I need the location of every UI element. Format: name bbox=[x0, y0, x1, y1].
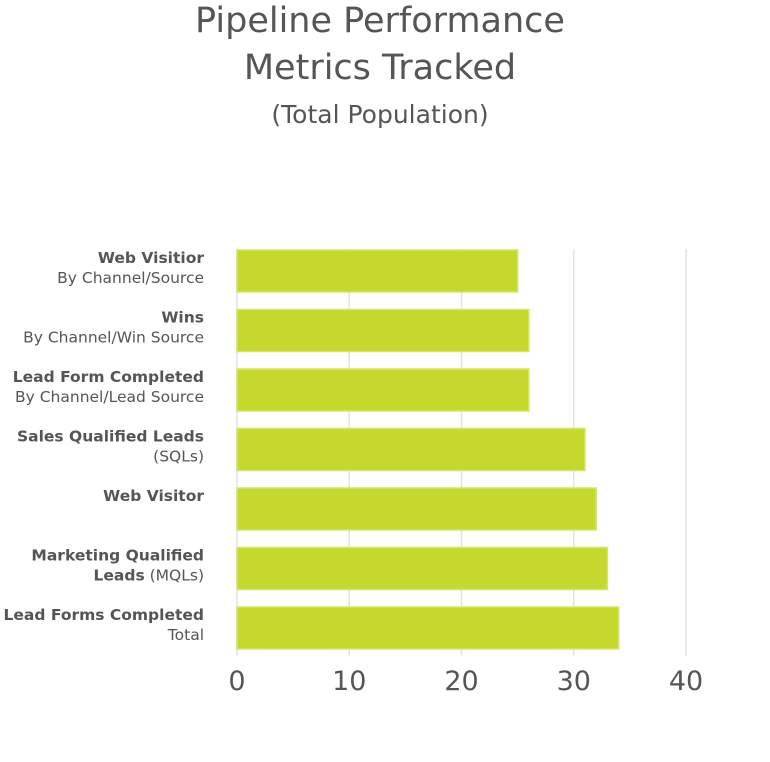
x-tick-label: 0 bbox=[228, 666, 245, 697]
y-tick-label: By Channel/Win Source bbox=[23, 329, 204, 347]
x-tick-label: 10 bbox=[332, 666, 366, 697]
chart-subtitle: (Total Population) bbox=[271, 100, 488, 129]
y-tick-label: Lead Form Completed bbox=[13, 368, 204, 386]
y-tick-label: Wins bbox=[161, 309, 204, 327]
label-part: Lead Forms Completed bbox=[4, 606, 204, 624]
bar bbox=[236, 368, 530, 412]
y-tick-label: Lead Forms Completed bbox=[4, 606, 204, 624]
label-part: Wins bbox=[161, 309, 204, 327]
y-tick-label: (SQLs) bbox=[153, 448, 204, 466]
label-part: Total bbox=[167, 626, 204, 644]
y-tick-label: By Channel/Source bbox=[57, 269, 204, 287]
label-part: By Channel/Lead Source bbox=[15, 388, 204, 406]
label-part: (MQLs) bbox=[145, 567, 204, 585]
bar bbox=[236, 546, 609, 591]
label-part: Leads bbox=[94, 567, 145, 585]
y-tick-label: By Channel/Lead Source bbox=[15, 388, 204, 406]
chart-title: Metrics Tracked bbox=[244, 48, 516, 88]
bar bbox=[236, 249, 519, 293]
x-tick-label: 30 bbox=[557, 666, 591, 697]
label-part: By Channel/Source bbox=[57, 269, 204, 287]
label-part: Marketing Qualified bbox=[31, 547, 204, 565]
x-tick-label: 20 bbox=[444, 666, 478, 697]
x-tick-label: 40 bbox=[669, 666, 703, 697]
y-tick-label: Web Visitor bbox=[103, 487, 204, 505]
y-tick-label: Total bbox=[167, 626, 204, 644]
label-part: Web Visitior bbox=[98, 249, 204, 267]
y-tick-label: Leads (MQLs) bbox=[94, 567, 204, 585]
y-tick-label: Sales Qualified Leads bbox=[17, 428, 204, 446]
bar bbox=[236, 308, 530, 353]
label-part: Sales Qualified Leads bbox=[17, 428, 204, 446]
chart-title: Pipeline Performance bbox=[195, 1, 565, 41]
bar bbox=[236, 427, 586, 472]
bar bbox=[236, 487, 597, 531]
label-part: (SQLs) bbox=[153, 448, 204, 466]
bar bbox=[236, 606, 620, 650]
label-part: Lead Form Completed bbox=[13, 368, 204, 386]
label-part: Web Visitor bbox=[103, 487, 204, 505]
y-tick-label: Web Visitior bbox=[98, 249, 204, 267]
y-tick-label: Marketing Qualified bbox=[31, 547, 204, 565]
label-part: By Channel/Win Source bbox=[23, 329, 204, 347]
